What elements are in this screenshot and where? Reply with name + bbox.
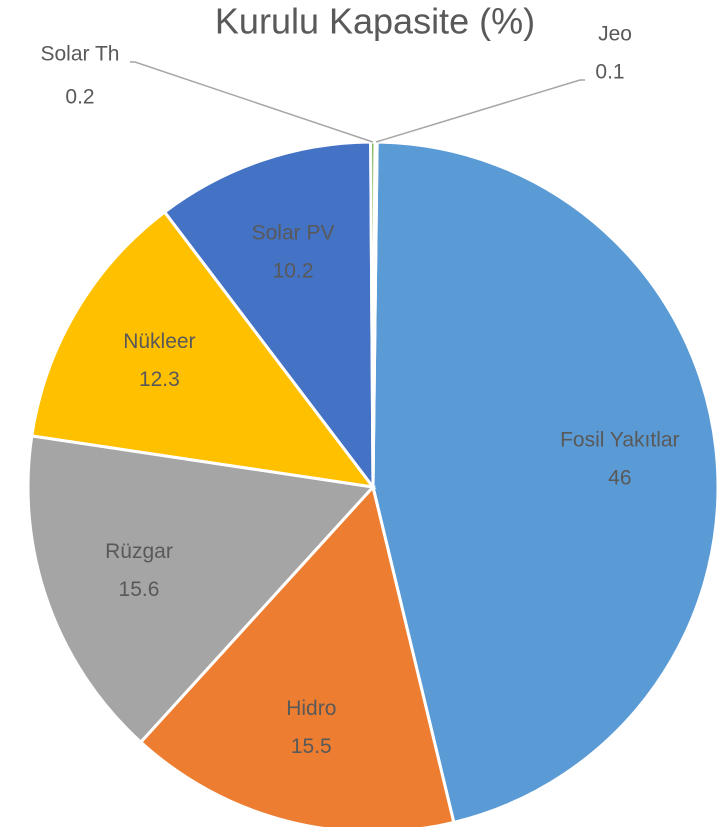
pie-slice xyxy=(162,140,375,492)
leader-line xyxy=(375,79,585,143)
chart-title: Kurulu Kapasite (%) xyxy=(215,1,535,42)
slice-value: 12.3 xyxy=(139,368,180,391)
leader-line xyxy=(130,61,374,143)
slice-value: 0.2 xyxy=(65,86,94,109)
slice-label: Solar PV xyxy=(252,221,335,244)
slice-value: 0.1 xyxy=(595,61,624,84)
slice-label: Fosil Yakıtlar xyxy=(560,429,679,452)
slice-label: Nükleer xyxy=(123,330,195,353)
pie-slice xyxy=(30,209,377,490)
slice-label: Hidro xyxy=(286,697,336,720)
pie-slice xyxy=(138,483,456,827)
slice-label: Solar Th xyxy=(41,43,120,66)
slice-value: 15.5 xyxy=(291,735,332,758)
pie-slice xyxy=(371,140,720,825)
slice-value: 10.2 xyxy=(273,259,314,282)
pie-slice xyxy=(26,434,376,745)
slice-value: 15.6 xyxy=(119,578,160,601)
slice-label: Rüzgar xyxy=(105,540,173,563)
slice-label: Jeo xyxy=(598,23,632,46)
slice-value: 46 xyxy=(608,467,631,490)
